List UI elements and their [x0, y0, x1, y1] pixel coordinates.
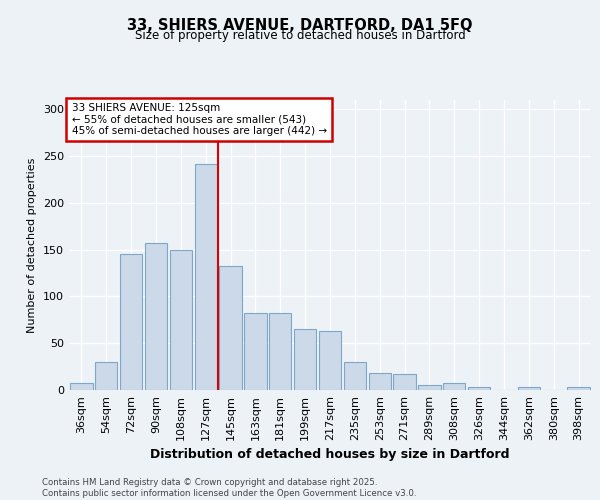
- Bar: [344, 362, 366, 390]
- Bar: [170, 250, 192, 390]
- Bar: [568, 387, 590, 390]
- Bar: [145, 243, 167, 390]
- X-axis label: Distribution of detached houses by size in Dartford: Distribution of detached houses by size …: [150, 448, 510, 462]
- Bar: [194, 164, 217, 390]
- Text: 33, SHIERS AVENUE, DARTFORD, DA1 5FQ: 33, SHIERS AVENUE, DARTFORD, DA1 5FQ: [127, 18, 473, 32]
- Y-axis label: Number of detached properties: Number of detached properties: [28, 158, 37, 332]
- Bar: [443, 384, 466, 390]
- Bar: [319, 331, 341, 390]
- Bar: [269, 314, 292, 390]
- Bar: [518, 387, 540, 390]
- Bar: [394, 374, 416, 390]
- Bar: [220, 266, 242, 390]
- Bar: [468, 387, 490, 390]
- Bar: [95, 362, 118, 390]
- Bar: [70, 382, 92, 390]
- Text: Contains HM Land Registry data © Crown copyright and database right 2025.
Contai: Contains HM Land Registry data © Crown c…: [42, 478, 416, 498]
- Bar: [120, 254, 142, 390]
- Bar: [418, 386, 440, 390]
- Bar: [244, 314, 266, 390]
- Bar: [368, 373, 391, 390]
- Text: 33 SHIERS AVENUE: 125sqm
← 55% of detached houses are smaller (543)
45% of semi-: 33 SHIERS AVENUE: 125sqm ← 55% of detach…: [71, 103, 327, 136]
- Text: Size of property relative to detached houses in Dartford: Size of property relative to detached ho…: [134, 28, 466, 42]
- Bar: [294, 329, 316, 390]
